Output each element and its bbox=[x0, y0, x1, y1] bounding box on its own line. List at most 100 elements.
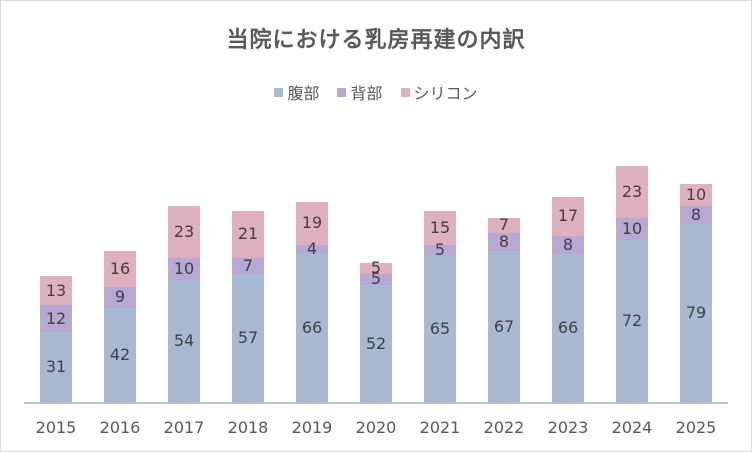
data-label: 12 bbox=[45, 308, 67, 328]
bar-segment: 42 bbox=[104, 307, 136, 402]
bar-stack: 42 9 16 bbox=[104, 251, 136, 402]
x-tick-label: 2017 bbox=[163, 418, 205, 437]
data-label: 42 bbox=[109, 344, 131, 364]
bar-segment: 65 bbox=[424, 255, 456, 402]
x-axis-line bbox=[24, 402, 728, 404]
legend-item: シリコン bbox=[400, 80, 478, 104]
bar-segment: 19 bbox=[296, 201, 328, 245]
bar-segment: 8 bbox=[680, 205, 712, 225]
data-label: 72 bbox=[621, 311, 643, 330]
data-label: 15 bbox=[429, 217, 451, 237]
bar-stack: 57 7 21 bbox=[232, 210, 264, 402]
data-label: 16 bbox=[109, 259, 131, 279]
data-label: 9 bbox=[114, 287, 126, 307]
data-label: 10 bbox=[685, 185, 707, 204]
bar-segment: 79 bbox=[680, 224, 712, 402]
x-tick-label: 2023 bbox=[547, 418, 589, 437]
bar-segment: 8 bbox=[552, 234, 584, 254]
data-label: 13 bbox=[45, 280, 67, 300]
bar-segment: 66 bbox=[296, 253, 328, 402]
data-label: 23 bbox=[621, 181, 643, 201]
bar-segment: 5 bbox=[360, 269, 392, 289]
x-tick-label: 2022 bbox=[483, 418, 525, 437]
bar-stack: 67 8 7 bbox=[488, 215, 520, 402]
bar-segment: 52 bbox=[360, 285, 392, 402]
x-tick-label: 2024 bbox=[611, 418, 653, 437]
data-label: 67 bbox=[493, 316, 515, 336]
bar-segment: 10 bbox=[680, 183, 712, 207]
bar-stack: 52 5 5 bbox=[360, 258, 392, 402]
chart-legend: 腹部 背部 シリコン bbox=[0, 80, 752, 104]
data-label: 7 bbox=[242, 255, 254, 275]
x-tick-label: 2016 bbox=[99, 418, 141, 437]
legend-label: シリコン bbox=[413, 84, 478, 103]
legend-swatch-icon bbox=[400, 87, 410, 97]
x-tick-label: 2018 bbox=[227, 418, 269, 437]
x-tick-label: 2021 bbox=[419, 418, 461, 437]
bar-segment: 5 bbox=[360, 258, 392, 278]
data-label: 10 bbox=[173, 259, 195, 279]
bar-segment: 13 bbox=[40, 276, 72, 306]
data-label: 5 bbox=[370, 258, 382, 278]
bar-segment: 66 bbox=[552, 253, 584, 402]
bar-segment: 10 bbox=[616, 217, 648, 240]
bar-segment: 23 bbox=[616, 165, 648, 218]
data-label: 57 bbox=[237, 327, 259, 347]
data-label: 10 bbox=[621, 218, 643, 238]
data-label: 4 bbox=[306, 239, 318, 258]
bar-segment: 57 bbox=[232, 273, 264, 402]
data-label: 7 bbox=[498, 215, 510, 235]
data-label: 54 bbox=[173, 331, 195, 351]
x-tick-label: 2020 bbox=[355, 418, 397, 437]
bar-segment: 10 bbox=[168, 258, 200, 281]
bar-segment: 54 bbox=[168, 280, 200, 402]
bar-segment: 7 bbox=[232, 255, 264, 275]
chart-title: 当院における乳房再建の内訳 bbox=[226, 28, 526, 53]
legend-item: 背部 bbox=[337, 80, 383, 104]
data-label: 66 bbox=[301, 317, 323, 337]
bar-segment: 72 bbox=[616, 240, 648, 402]
bar-segment: 9 bbox=[104, 287, 136, 308]
x-tick-label: 2019 bbox=[291, 418, 333, 437]
bar-segment: 23 bbox=[168, 206, 200, 258]
data-label: 52 bbox=[365, 333, 387, 353]
bar-segment: 16 bbox=[104, 251, 136, 288]
plot-area: 31 12 13 42 9 16 54 10 23 57 7 21 66 4 19 52 5 5 65 5 15 67 8 7… bbox=[24, 120, 728, 402]
data-label: 5 bbox=[434, 240, 446, 260]
legend-label: 腹部 bbox=[287, 84, 320, 103]
data-label: 8 bbox=[498, 232, 510, 252]
data-label: 66 bbox=[557, 317, 579, 337]
bar-segment: 15 bbox=[424, 210, 456, 245]
bar-stack: 79 8 10 bbox=[680, 183, 712, 402]
legend-label: 背部 bbox=[350, 84, 383, 103]
legend-swatch-icon bbox=[337, 87, 347, 97]
bar-stack: 66 4 19 bbox=[296, 201, 328, 402]
bar-stack: 31 12 13 bbox=[40, 276, 72, 402]
data-label: 19 bbox=[301, 213, 323, 233]
x-tick-label: 2025 bbox=[675, 418, 717, 437]
bar-segment: 8 bbox=[488, 232, 520, 252]
data-label: 17 bbox=[557, 206, 579, 226]
bar-segment: 12 bbox=[40, 305, 72, 333]
data-label: 21 bbox=[237, 224, 259, 244]
legend-swatch-icon bbox=[274, 87, 284, 97]
data-label: 79 bbox=[685, 303, 707, 323]
data-label: 31 bbox=[45, 357, 67, 377]
bar-stack: 54 10 23 bbox=[168, 206, 200, 402]
bar-segment: 17 bbox=[552, 197, 584, 236]
data-label: 23 bbox=[173, 222, 195, 242]
bar-stack: 66 8 17 bbox=[552, 197, 584, 402]
data-label: 8 bbox=[562, 234, 574, 254]
bar-stack: 72 10 23 bbox=[616, 165, 648, 402]
bar-segment: 5 bbox=[424, 240, 456, 260]
bar-segment: 21 bbox=[232, 210, 264, 258]
bar-segment: 67 bbox=[488, 251, 520, 402]
bar-segment: 7 bbox=[488, 215, 520, 235]
data-label: 5 bbox=[370, 269, 382, 289]
x-tick-label: 2015 bbox=[35, 418, 77, 437]
bar-segment: 4 bbox=[296, 241, 328, 257]
data-label: 65 bbox=[429, 318, 451, 338]
bar-segment: 31 bbox=[40, 332, 72, 402]
data-label: 8 bbox=[690, 205, 702, 225]
bar-stack: 65 5 15 bbox=[424, 210, 456, 402]
